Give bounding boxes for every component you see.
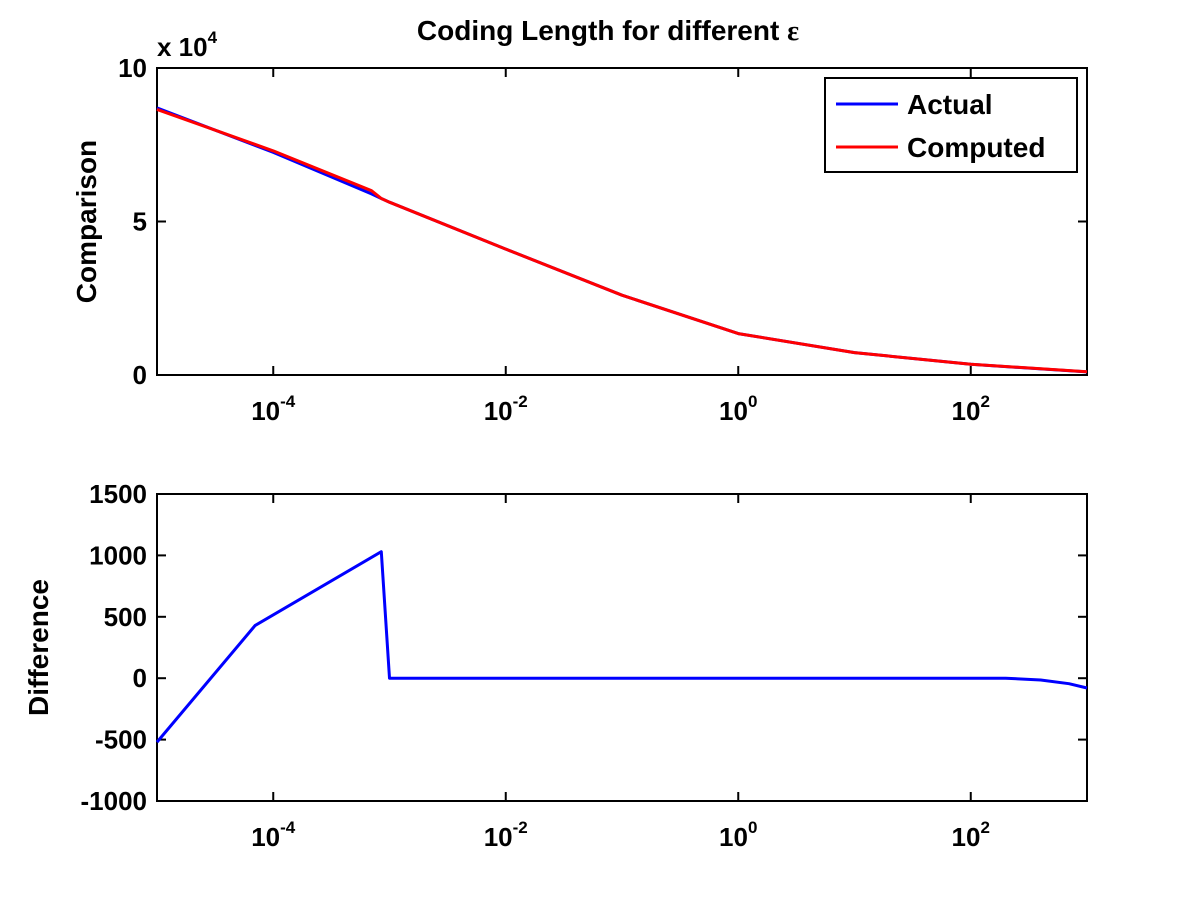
x-tick-label: 10-4 — [251, 818, 296, 852]
x-tick-base: 10 — [484, 396, 513, 426]
x-tick-base: 10 — [719, 822, 748, 852]
x-tick-exponent: -2 — [513, 392, 528, 411]
x-tick-base: 10 — [719, 396, 748, 426]
x-tick-label: 10-2 — [484, 818, 528, 852]
y-tick-label: 0 — [133, 360, 147, 390]
x-tick-base: 10 — [952, 822, 981, 852]
x-tick-exponent: 0 — [748, 392, 757, 411]
legend-label-actual: Actual — [907, 89, 993, 120]
y-axis-label: Difference — [23, 579, 54, 716]
y-multiplier-text: x 10 — [157, 32, 208, 62]
legend: Actual Computed — [824, 77, 1078, 173]
y-tick-label: 1000 — [89, 540, 147, 570]
y-tick-label: -500 — [95, 725, 147, 755]
legend-box — [824, 77, 1078, 173]
x-tick-base: 10 — [251, 822, 280, 852]
x-tick-exponent: 0 — [748, 818, 757, 837]
x-tick-label: 10-4 — [251, 392, 296, 426]
y-tick-label: 5 — [133, 207, 147, 237]
x-tick-label: 100 — [719, 818, 757, 852]
x-tick-label: 100 — [719, 392, 757, 426]
x-tick-exponent: 2 — [980, 392, 989, 411]
chart-title-text: Coding Length for different — [417, 15, 787, 46]
x-tick-label: 102 — [952, 392, 990, 426]
y-tick-label: 1500 — [89, 479, 147, 509]
difference-plot: 10-4 10-2 100 102-1000-500050010001500Diffe… — [23, 479, 1088, 852]
x-tick-label: 10-2 — [484, 392, 528, 426]
plot-frame — [156, 493, 1088, 802]
series-line-difference — [155, 550, 1088, 744]
chart-title-symbol: ε — [787, 16, 799, 47]
x-tick-exponent: -2 — [513, 818, 528, 837]
x-tick-base: 10 — [952, 396, 981, 426]
x-tick-exponent: 2 — [980, 818, 989, 837]
y-multiplier-exponent: 4 — [208, 28, 218, 47]
legend-label-computed: Computed — [907, 132, 1045, 163]
y-tick-label: 500 — [104, 602, 147, 632]
y-tick-label: -1000 — [81, 786, 148, 816]
y-tick-label: 10 — [118, 53, 147, 83]
x-tick-base: 10 — [484, 822, 513, 852]
x-tick-exponent: -4 — [280, 818, 296, 837]
y-multiplier-label: x 104 — [157, 28, 218, 62]
y-axis-label: Comparison — [71, 140, 102, 303]
series-line-computed — [156, 107, 1088, 374]
x-tick-exponent: -4 — [280, 392, 296, 411]
y-tick-label: 0 — [133, 663, 147, 693]
chart-title: Coding Length for different ε — [417, 15, 799, 47]
x-tick-label: 102 — [952, 818, 990, 852]
x-tick-base: 10 — [251, 396, 280, 426]
